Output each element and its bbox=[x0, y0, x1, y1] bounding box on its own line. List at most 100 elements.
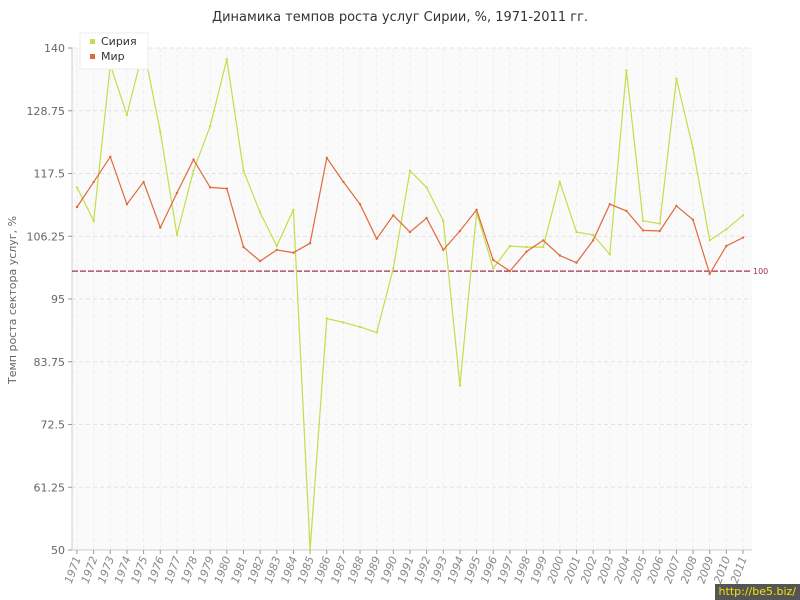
data-point[interactable] bbox=[675, 204, 678, 208]
data-point[interactable] bbox=[258, 211, 262, 214]
y-tick-label: 50 bbox=[51, 544, 65, 557]
data-point[interactable] bbox=[308, 548, 312, 552]
y-tick-label: 61.25 bbox=[34, 481, 66, 494]
legend-label: Мир bbox=[101, 50, 125, 63]
data-point[interactable] bbox=[525, 250, 528, 253]
data-point[interactable] bbox=[575, 261, 578, 264]
data-point[interactable] bbox=[442, 219, 445, 223]
data-point[interactable] bbox=[292, 251, 295, 254]
data-point[interactable] bbox=[741, 236, 745, 239]
data-point[interactable] bbox=[209, 186, 212, 189]
data-point[interactable] bbox=[408, 169, 412, 172]
data-point[interactable] bbox=[691, 147, 695, 150]
y-tick-label: 106.25 bbox=[27, 230, 66, 243]
y-tick-label: 83.75 bbox=[34, 356, 66, 369]
legend-swatch bbox=[90, 54, 95, 59]
data-point[interactable] bbox=[608, 253, 611, 256]
y-tick-label: 128.75 bbox=[27, 105, 66, 118]
data-point[interactable] bbox=[608, 203, 611, 206]
legend-label: Сирия bbox=[101, 35, 137, 48]
data-point[interactable] bbox=[542, 239, 545, 242]
data-point[interactable] bbox=[159, 226, 162, 229]
data-point[interactable] bbox=[192, 158, 195, 161]
data-point[interactable] bbox=[192, 169, 195, 172]
data-point[interactable] bbox=[342, 180, 345, 184]
data-point[interactable] bbox=[675, 77, 678, 80]
reference-line-group: 100 bbox=[72, 267, 768, 276]
data-point[interactable] bbox=[92, 180, 95, 184]
data-point[interactable] bbox=[142, 180, 145, 184]
data-point[interactable] bbox=[508, 244, 512, 248]
data-point[interactable] bbox=[225, 187, 228, 190]
data-point[interactable] bbox=[641, 219, 645, 223]
data-point[interactable] bbox=[275, 248, 278, 252]
data-point[interactable] bbox=[342, 321, 345, 324]
y-tick-label: 72.5 bbox=[41, 419, 66, 432]
data-point[interactable] bbox=[292, 208, 295, 211]
data-point[interactable] bbox=[358, 203, 362, 206]
data-point[interactable] bbox=[375, 237, 378, 240]
data-point[interactable] bbox=[725, 244, 728, 248]
data-point[interactable] bbox=[109, 155, 112, 158]
data-point[interactable] bbox=[425, 216, 428, 220]
data-point[interactable] bbox=[475, 208, 478, 211]
data-point[interactable] bbox=[375, 331, 378, 334]
data-point[interactable] bbox=[75, 186, 79, 189]
data-point[interactable] bbox=[458, 384, 462, 387]
data-point[interactable] bbox=[258, 259, 262, 263]
data-point[interactable] bbox=[425, 186, 428, 189]
data-point[interactable] bbox=[125, 203, 129, 206]
legend-swatch bbox=[90, 39, 95, 44]
y-tick-label: 95 bbox=[51, 293, 65, 306]
data-point[interactable] bbox=[225, 58, 228, 61]
data-point[interactable] bbox=[275, 244, 278, 248]
y-tick-label: 117.5 bbox=[34, 168, 66, 181]
data-point[interactable] bbox=[308, 242, 312, 245]
data-point[interactable] bbox=[392, 214, 395, 217]
data-point[interactable] bbox=[591, 233, 595, 237]
data-point[interactable] bbox=[591, 239, 595, 242]
reference-line-label: 100 bbox=[753, 267, 768, 276]
data-point[interactable] bbox=[458, 229, 462, 233]
y-tick-label: 140 bbox=[44, 42, 65, 55]
data-point[interactable] bbox=[542, 245, 545, 249]
watermark-url[interactable]: http://be5.biz/ bbox=[714, 584, 800, 600]
data-point[interactable] bbox=[625, 209, 628, 213]
data-point[interactable] bbox=[741, 214, 745, 217]
data-point[interactable] bbox=[641, 229, 645, 232]
data-point[interactable] bbox=[358, 325, 362, 329]
data-point[interactable] bbox=[525, 245, 528, 249]
data-point[interactable] bbox=[92, 219, 95, 223]
data-point[interactable] bbox=[708, 272, 711, 276]
data-point[interactable] bbox=[325, 317, 328, 320]
data-point[interactable] bbox=[175, 233, 179, 237]
data-point[interactable] bbox=[325, 156, 328, 160]
data-point[interactable] bbox=[442, 248, 445, 252]
data-point[interactable] bbox=[408, 230, 412, 234]
chart-title: Динамика темпов роста услуг Сирии, %, 19… bbox=[211, 10, 589, 25]
data-point[interactable] bbox=[125, 113, 129, 117]
data-point[interactable] bbox=[492, 267, 495, 270]
data-point[interactable] bbox=[492, 258, 495, 262]
data-point[interactable] bbox=[242, 245, 245, 249]
data-point[interactable] bbox=[558, 254, 561, 257]
data-point[interactable] bbox=[159, 130, 162, 133]
data-point[interactable] bbox=[508, 269, 512, 273]
legend[interactable]: Сирия Мир bbox=[79, 32, 149, 70]
data-point[interactable] bbox=[575, 230, 578, 234]
x-tick-labels: 1971197219731974197519761977197819791980… bbox=[62, 550, 750, 585]
data-point[interactable] bbox=[175, 191, 179, 195]
data-point[interactable] bbox=[691, 218, 695, 221]
data-point[interactable] bbox=[242, 169, 245, 172]
data-point[interactable] bbox=[658, 229, 661, 233]
data-point[interactable] bbox=[658, 222, 661, 225]
data-point[interactable] bbox=[558, 180, 561, 184]
data-point[interactable] bbox=[725, 228, 728, 231]
data-point[interactable] bbox=[75, 205, 79, 209]
y-tick-labels: 140 128.75 117.5 106.25 95 83.75 72.5 61.25 50 bbox=[27, 42, 72, 557]
data-point[interactable] bbox=[625, 69, 628, 72]
data-point[interactable] bbox=[708, 239, 711, 242]
data-point[interactable] bbox=[209, 124, 212, 128]
data-point[interactable] bbox=[392, 267, 395, 270]
